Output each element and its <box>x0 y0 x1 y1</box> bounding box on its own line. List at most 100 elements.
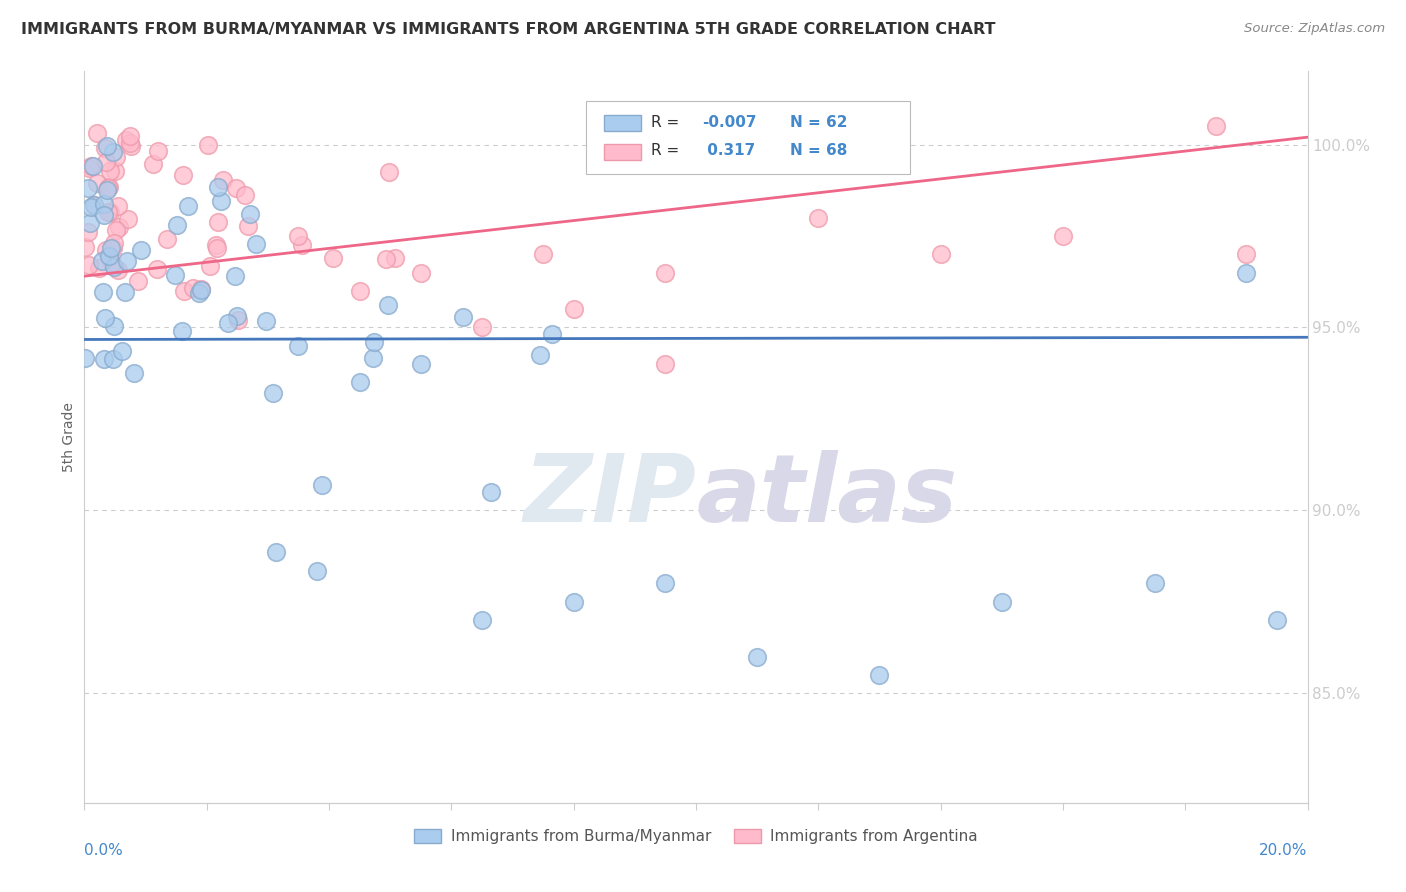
Point <box>266 545 288 559</box>
Point <box>287 228 309 243</box>
Text: atlas: atlas <box>696 450 957 541</box>
Text: 20.0%: 20.0% <box>1260 843 1308 858</box>
Point <box>209 194 232 208</box>
Point <box>181 281 204 295</box>
Point <box>1265 613 1288 627</box>
Point <box>1143 576 1166 591</box>
Point <box>79 216 101 230</box>
Point <box>225 310 247 324</box>
Point <box>233 187 256 202</box>
Point <box>654 576 676 591</box>
Text: IMMIGRANTS FROM BURMA/MYANMAR VS IMMIGRANTS FROM ARGENTINA 5TH GRADE CORRELATION: IMMIGRANTS FROM BURMA/MYANMAR VS IMMIGRA… <box>21 22 995 37</box>
Point <box>409 357 432 371</box>
Text: 0.0%: 0.0% <box>84 843 124 858</box>
Legend: Immigrants from Burma/Myanmar, Immigrants from Argentina: Immigrants from Burma/Myanmar, Immigrant… <box>408 822 984 850</box>
Point <box>118 136 141 151</box>
Point <box>245 236 267 251</box>
Point <box>103 236 125 251</box>
Point <box>91 285 114 300</box>
Point <box>747 649 769 664</box>
Point <box>166 218 188 232</box>
Y-axis label: 5th Grade: 5th Grade <box>62 402 76 472</box>
Bar <box>605 114 641 130</box>
Point <box>93 351 115 366</box>
Point <box>93 140 115 154</box>
Text: R =: R = <box>651 143 683 158</box>
Point <box>94 310 117 325</box>
Point <box>991 594 1014 608</box>
Point <box>1052 228 1074 243</box>
Point <box>96 183 118 197</box>
Point <box>531 247 554 261</box>
Point <box>225 180 247 194</box>
Point <box>1236 247 1258 261</box>
Point <box>77 258 100 272</box>
Point <box>204 237 226 252</box>
FancyBboxPatch shape <box>586 101 910 174</box>
Point <box>101 256 124 270</box>
Point <box>541 326 564 341</box>
Point <box>120 138 142 153</box>
Text: -0.007: -0.007 <box>702 115 756 130</box>
Text: N = 68: N = 68 <box>790 143 848 158</box>
Point <box>197 138 219 153</box>
Point <box>98 249 121 263</box>
Point <box>198 260 221 274</box>
Point <box>93 208 115 222</box>
Point <box>190 283 212 297</box>
Point <box>96 138 118 153</box>
Point <box>471 613 494 627</box>
Point <box>224 268 246 283</box>
Point <box>129 243 152 257</box>
Point <box>97 205 120 219</box>
Point <box>103 319 125 334</box>
Point <box>105 150 128 164</box>
Point <box>83 197 105 211</box>
Point <box>190 282 212 296</box>
Bar <box>605 144 641 160</box>
Point <box>291 237 314 252</box>
Point <box>869 667 891 681</box>
Point <box>238 219 260 233</box>
Point <box>103 260 125 275</box>
Point <box>176 198 198 212</box>
Point <box>101 145 124 160</box>
Point <box>79 200 101 214</box>
Point <box>165 268 187 282</box>
Point <box>73 351 96 365</box>
Point <box>127 274 149 288</box>
Point <box>105 223 128 237</box>
Point <box>321 251 343 265</box>
Point <box>172 324 194 338</box>
Point <box>93 196 115 211</box>
Point <box>207 180 229 194</box>
Point <box>97 180 120 194</box>
Point <box>108 219 131 234</box>
Point <box>86 176 108 190</box>
Point <box>451 310 474 324</box>
Point <box>76 181 98 195</box>
Point <box>654 357 676 371</box>
Point <box>83 198 105 212</box>
Point <box>305 564 328 578</box>
Text: Source: ZipAtlas.com: Source: ZipAtlas.com <box>1244 22 1385 36</box>
Point <box>156 232 179 246</box>
Point <box>111 343 134 358</box>
Point <box>384 251 406 265</box>
Point <box>239 207 262 221</box>
Point <box>82 159 104 173</box>
Point <box>929 247 952 261</box>
Point <box>107 263 129 277</box>
Point <box>114 285 136 299</box>
Point <box>287 339 309 353</box>
Point <box>115 254 138 268</box>
Point <box>1236 265 1258 279</box>
Text: 0.317: 0.317 <box>702 143 755 158</box>
Text: R =: R = <box>651 115 683 130</box>
Point <box>98 164 121 178</box>
Point <box>529 348 551 362</box>
Point <box>363 334 385 349</box>
Point <box>377 298 399 312</box>
Text: N = 62: N = 62 <box>790 115 848 130</box>
Point <box>349 284 371 298</box>
